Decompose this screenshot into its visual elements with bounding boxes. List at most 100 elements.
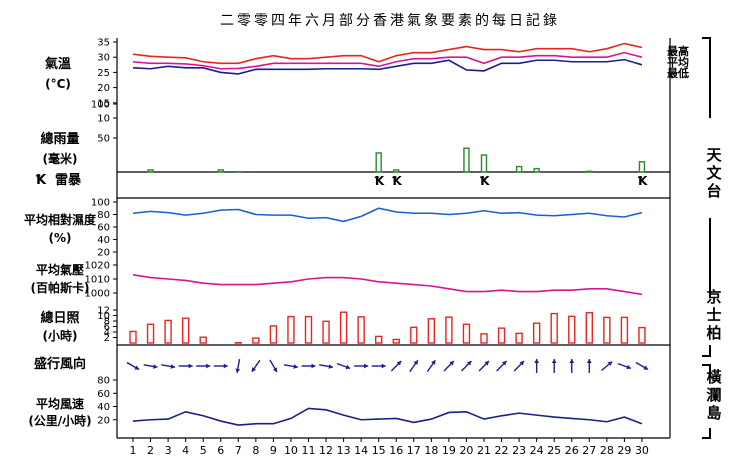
rain-bar <box>586 170 593 173</box>
observatory-label: 天文台 <box>706 146 722 200</box>
sunshine-label: 總日照 (小時) <box>40 310 79 343</box>
x-tick-label: 13 <box>337 444 351 457</box>
legend-mean: 平均 <box>667 55 689 69</box>
wind-arrow <box>534 359 540 373</box>
sunshine-bar <box>164 319 172 344</box>
x-tick-label: 18 <box>424 444 438 457</box>
svg-text:京: 京 <box>706 288 721 306</box>
sunshine-bar <box>532 322 541 344</box>
x-tick-label: 4 <box>182 444 189 457</box>
sunshine-bar <box>392 338 400 344</box>
kings-park-label: 京士柏 <box>706 288 721 342</box>
sunshine-bar <box>129 330 137 344</box>
series-min-temp <box>132 58 643 75</box>
x-tick-label: 17 <box>407 444 421 457</box>
windspeed-y-tick-label: 40 <box>97 402 110 413</box>
wind-arrow <box>283 364 298 369</box>
legend-max: 最高 <box>667 44 689 58</box>
svg-text:平均風速: 平均風速 <box>36 396 84 411</box>
rain-bar <box>147 169 154 173</box>
wind-arrow <box>143 364 158 369</box>
sunshine-bar <box>181 317 190 344</box>
sunshine-bar <box>410 326 418 344</box>
sunshine-bar <box>480 333 488 344</box>
wind-arrow <box>161 364 176 369</box>
wind-speed-label: 平均風速 (公里/小時) <box>28 396 91 428</box>
x-tick-label: 12 <box>319 444 333 457</box>
wind-arrow <box>213 363 228 369</box>
wind-arrow <box>513 360 525 372</box>
x-tick-label: 30 <box>635 444 649 457</box>
svg-text:平均相對濕度: 平均相對濕度 <box>24 212 97 227</box>
wind-arrow <box>251 359 261 373</box>
wind-arrow <box>390 360 402 372</box>
sunshine-bar <box>252 337 260 344</box>
humidity-y-tick-label: 100 <box>91 198 110 209</box>
svg-text:台: 台 <box>706 182 721 200</box>
sunshine-bar <box>322 320 330 344</box>
observatory-bracket <box>702 37 711 298</box>
x-tick-label: 1 <box>130 444 137 457</box>
sunshine-bar <box>568 315 576 344</box>
sunshine-bar <box>199 336 207 344</box>
sunshine-bar <box>462 323 471 344</box>
sunshine-bar <box>304 315 313 344</box>
wind-arrow <box>461 360 472 372</box>
series-pressure <box>132 274 643 296</box>
svg-text:雷暴: 雷暴 <box>55 172 82 188</box>
x-tick-label: 5 <box>200 444 207 457</box>
x-tick-label: 19 <box>442 444 456 457</box>
svg-text:(公里/小時): (公里/小時) <box>28 413 91 428</box>
x-tick-label: 21 <box>477 444 491 457</box>
windspeed-y-tick-label: 60 <box>97 389 110 400</box>
svg-text:(%): (%) <box>49 231 72 245</box>
sunshine-bar <box>497 327 506 344</box>
sunshine-y-tick-label: 10 <box>97 311 110 322</box>
rain-bar <box>463 147 470 173</box>
temp-y-tick-label: 25 <box>97 68 110 79</box>
humidity-y-tick-label: 60 <box>97 223 110 234</box>
series-wind-speed <box>132 407 643 426</box>
windspeed-y-tick-label: 80 <box>97 376 110 387</box>
x-tick-label: 25 <box>547 444 561 457</box>
svg-text:島: 島 <box>706 404 721 422</box>
waglan-label: 橫瀾島 <box>706 368 721 422</box>
sunshine-y-tick-label: 6 <box>104 322 110 333</box>
humidity-y-tick-label: 20 <box>97 248 110 259</box>
svg-text:柏: 柏 <box>706 324 721 342</box>
x-tick-label: 15 <box>372 444 386 457</box>
svg-text:總日照: 總日照 <box>40 310 79 326</box>
temp-y-tick-label: 15 <box>97 98 110 109</box>
x-tick-label: 9 <box>270 444 277 457</box>
x-tick-label: 14 <box>354 444 368 457</box>
sunshine-y-tick-label: 8 <box>104 317 110 328</box>
sunshine-bar <box>339 311 348 344</box>
x-tick-label: 22 <box>495 444 509 457</box>
pressure-label: 平均氣壓 (百帕斯卡) <box>31 262 90 295</box>
wind-arrow <box>426 359 436 373</box>
legend-min: 最低 <box>667 66 689 80</box>
temp-y-tick-label: 35 <box>97 38 110 49</box>
series-humidity <box>132 207 643 223</box>
rain-label: 總雨量 (毫米) <box>40 131 79 166</box>
x-tick-label: 27 <box>582 444 596 457</box>
sunshine-bar <box>287 315 295 344</box>
rain-bar <box>638 161 646 173</box>
thunder-marker: Ꝁ <box>480 174 490 188</box>
series-mean-temp <box>132 51 643 70</box>
wind-arrow <box>336 362 351 370</box>
chart-title: 二零零四年六月部分香港氣象要素的每日記錄 <box>220 12 560 29</box>
rain-bar <box>375 152 382 173</box>
svg-text:瀾: 瀾 <box>706 386 721 404</box>
sunshine-bar <box>357 316 365 344</box>
thunder-marker: Ꝁ <box>392 174 402 188</box>
humidity-label: 平均相對濕度 (%) <box>24 212 97 245</box>
sunshine-y-tick-label: 2 <box>104 333 110 344</box>
wind-arrow <box>586 359 592 373</box>
temp-y-tick-label: 30 <box>97 53 110 64</box>
rain-bar <box>480 154 488 173</box>
wind-arrow <box>496 360 507 372</box>
x-tick-label: 24 <box>530 444 544 457</box>
x-tick-label: 20 <box>459 444 473 457</box>
